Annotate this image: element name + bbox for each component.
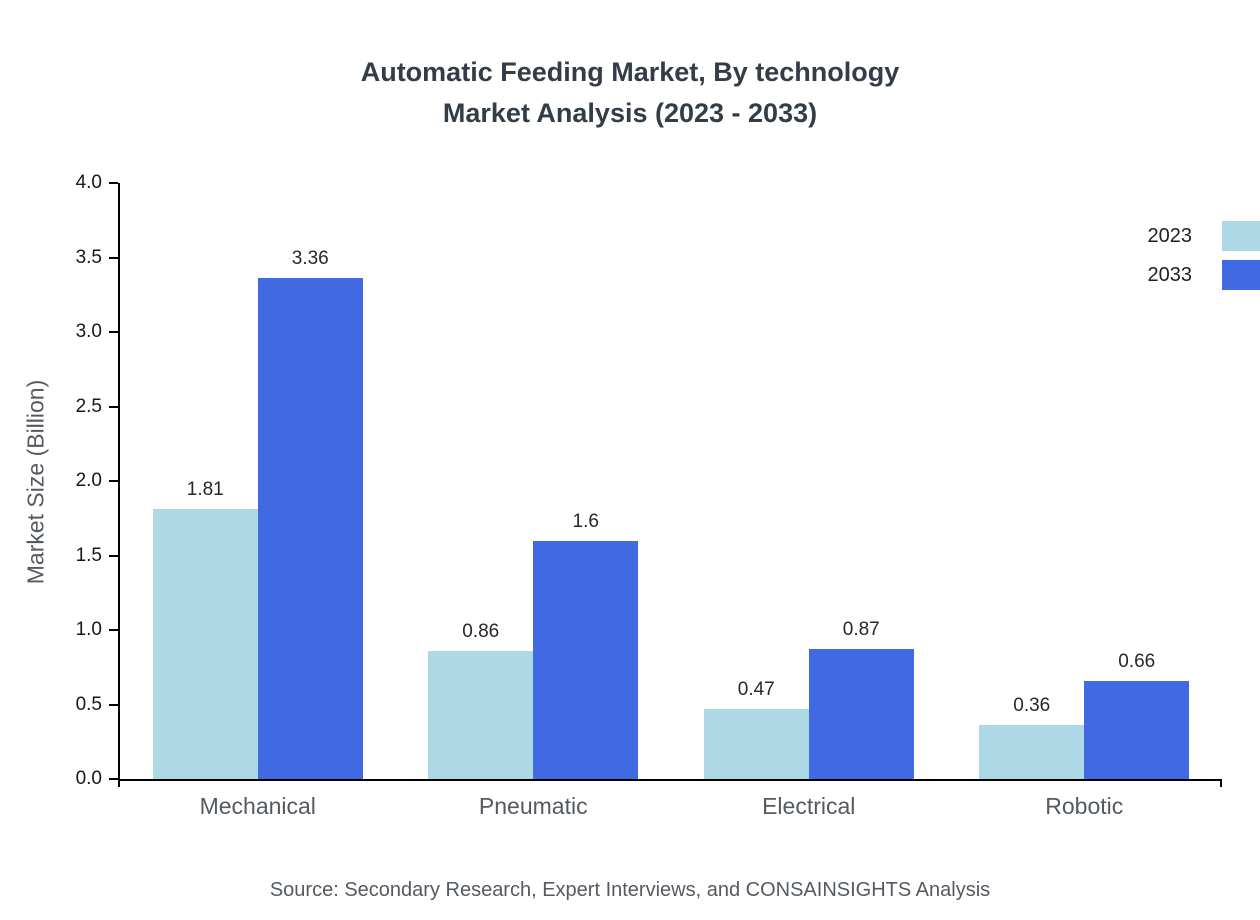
bar-value-label: 0.86: [462, 620, 500, 642]
bar-2033-robotic: [1084, 680, 1190, 779]
y-axis-tick-label: 3.5: [75, 246, 102, 268]
bar-2023-electrical: [703, 708, 809, 779]
x-axis-tick: [1220, 779, 1222, 787]
bar-2033-mechanical: [257, 278, 363, 779]
x-axis-category-label: Pneumatic: [478, 793, 588, 819]
bar-2023-mechanical: [152, 509, 258, 779]
bar-2023-robotic: [979, 725, 1085, 779]
chart-title: Automatic Feeding Market, By technology …: [0, 52, 1260, 134]
legend-swatch: [1222, 260, 1260, 290]
y-axis-tick: [109, 629, 118, 631]
x-axis-category-label: Robotic: [1045, 793, 1124, 819]
y-axis-tick-label: 0.0: [75, 768, 102, 789]
legend-item-2023: 2023: [1148, 221, 1260, 251]
legend-label: 2023: [1147, 224, 1193, 247]
source-note: Source: Secondary Research, Expert Inter…: [269, 879, 991, 901]
bar-value-label: 0.66: [1118, 650, 1156, 672]
y-axis-tick-label: 1.0: [75, 619, 102, 640]
bar-2033-pneumatic: [533, 540, 639, 779]
y-axis-tick-label: 2.5: [75, 395, 102, 417]
x-axis-category-label: Mechanical: [199, 793, 316, 819]
chart-title-line2: Market Analysis (2023 - 2033): [442, 98, 818, 128]
legend: 2023 2033: [1148, 221, 1260, 299]
plot-area: 0.0 0.5 1.0 1.5 2.0 2.5 3.0 3.5 4.0 1.81 3.36 Mecha…: [76, 172, 1222, 819]
y-axis-tick-label: 3.0: [75, 321, 102, 342]
y-axis-tick: [109, 182, 118, 184]
y-axis-tick-label: 1.5: [75, 544, 102, 566]
legend-item-2033: 2033: [1148, 260, 1260, 290]
legend-label: 2033: [1147, 263, 1193, 286]
y-axis-tick: [109, 703, 118, 706]
bar-2033-electrical: [808, 649, 914, 779]
bar-value-label: 1.81: [186, 479, 224, 501]
x-axis-tick: [118, 779, 120, 787]
y-axis-tick-label: 4.0: [75, 172, 102, 193]
y-axis-tick: [109, 778, 118, 780]
y-axis-tick: [109, 331, 118, 333]
x-axis-category-label: Electrical: [762, 793, 856, 819]
bar-value-label: 3.36: [291, 248, 329, 270]
y-axis-tick-label: 0.5: [75, 693, 102, 715]
y-axis-tick: [109, 256, 118, 259]
bar-value-label: 0.47: [737, 678, 775, 700]
bar-2023-pneumatic: [428, 650, 534, 779]
y-axis-tick: [109, 405, 118, 408]
chart-title-line1: Automatic Feeding Market, By technology: [360, 57, 900, 87]
y-axis-tick: [109, 554, 118, 557]
y-axis-tick-label: 2.0: [75, 470, 102, 491]
legend-swatch: [1222, 221, 1260, 251]
bar-value-label: 1.6: [572, 510, 599, 532]
y-axis-tick: [109, 480, 118, 482]
bar-value-label: 0.36: [1013, 695, 1051, 717]
bar-value-label: 0.87: [842, 619, 880, 641]
